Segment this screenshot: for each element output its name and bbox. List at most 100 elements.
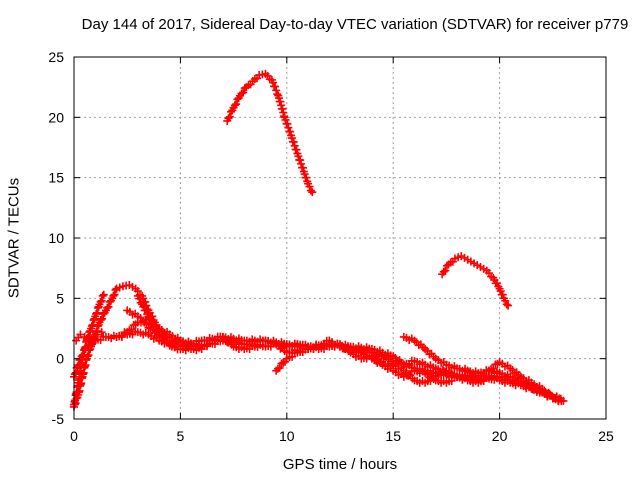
data-point	[74, 361, 83, 370]
data-point	[298, 163, 307, 172]
data-point	[296, 156, 305, 165]
data-point	[286, 127, 295, 136]
x-tick-label: 0	[70, 428, 78, 444]
data-point	[273, 364, 282, 373]
data-point	[302, 173, 311, 182]
data-point	[141, 306, 150, 315]
data-point	[148, 318, 157, 327]
data-point	[281, 115, 290, 124]
data-point	[71, 399, 80, 408]
data-point	[275, 363, 284, 372]
data-point	[76, 330, 85, 339]
data-point	[504, 301, 513, 310]
data-point	[292, 145, 301, 154]
data-point	[308, 188, 317, 197]
data-point	[110, 290, 119, 299]
series-track-6	[123, 306, 568, 405]
series-track-9	[399, 332, 566, 405]
data-point	[97, 296, 106, 305]
x-tick-label: 5	[177, 428, 185, 444]
data-point	[287, 134, 296, 143]
data-point	[71, 368, 80, 377]
data-point	[92, 310, 101, 319]
data-point	[279, 358, 288, 367]
data-points	[70, 69, 568, 411]
data-point	[96, 316, 105, 325]
data-point	[136, 298, 145, 307]
y-tick-label: 25	[48, 49, 64, 65]
data-point	[277, 359, 286, 368]
data-point	[93, 322, 102, 331]
data-point	[99, 290, 108, 299]
x-axis-label: GPS time / hours	[282, 456, 398, 473]
data-point	[224, 114, 233, 123]
data-point	[557, 396, 566, 405]
data-point	[78, 351, 87, 360]
series-track-11	[438, 252, 513, 310]
data-point	[239, 88, 248, 97]
data-point	[89, 316, 98, 325]
data-point	[306, 186, 315, 195]
data-point	[197, 345, 206, 354]
data-point	[439, 267, 448, 276]
y-tick-label: 0	[56, 351, 64, 367]
data-point	[93, 330, 102, 339]
data-point	[73, 362, 82, 371]
data-point	[283, 119, 292, 128]
y-axis-label: SDTVAR / TECUs	[5, 177, 23, 299]
y-tick-label: 20	[48, 109, 64, 125]
data-point	[227, 107, 236, 116]
data-point	[104, 302, 113, 311]
series-track-7	[133, 291, 206, 355]
data-point	[127, 325, 136, 334]
data-point	[289, 137, 298, 146]
x-tick-label: 10	[279, 428, 295, 444]
data-point	[441, 266, 450, 275]
chart-title: Day 144 of 2017, Sidereal Day-to-day VTE…	[81, 16, 629, 33]
data-point	[103, 303, 112, 312]
data-point	[111, 285, 120, 294]
data-point	[498, 290, 507, 299]
series-track-10	[223, 69, 317, 197]
series-track-4	[72, 328, 106, 345]
axis-ticks: 0 5 10 15 20 25 -5 0 5 10 15 20 25	[48, 49, 614, 444]
x-tick-label: 25	[598, 428, 614, 444]
data-point	[300, 170, 309, 179]
data-point	[96, 297, 105, 306]
data-point	[135, 294, 144, 303]
data-point	[501, 296, 510, 305]
series-track-3	[70, 327, 564, 403]
data-point	[284, 123, 293, 132]
y-tick-label: 10	[48, 230, 64, 246]
data-point	[89, 332, 98, 341]
data-point	[272, 86, 281, 95]
data-point	[98, 314, 107, 323]
data-point	[294, 152, 303, 161]
x-tick-label: 20	[492, 428, 508, 444]
data-point	[109, 291, 118, 300]
data-point	[92, 308, 101, 317]
data-point	[237, 89, 246, 98]
y-tick-label: -5	[52, 411, 65, 427]
data-point	[273, 90, 282, 99]
data-point	[232, 100, 241, 109]
data-point	[225, 112, 234, 121]
data-point	[70, 400, 79, 409]
data-point	[305, 182, 314, 191]
data-point	[85, 328, 94, 337]
grid-lines	[74, 57, 606, 419]
data-point	[97, 328, 106, 337]
y-tick-label: 15	[48, 170, 64, 186]
data-point	[93, 303, 102, 312]
y-tick-label: 5	[56, 290, 64, 306]
data-point	[271, 82, 280, 91]
data-point	[297, 159, 306, 168]
data-point	[70, 370, 79, 379]
data-point	[230, 101, 239, 110]
data-point	[290, 141, 299, 150]
data-point	[268, 78, 277, 87]
data-point	[98, 291, 107, 300]
data-point	[502, 300, 511, 309]
data-point	[77, 352, 86, 361]
